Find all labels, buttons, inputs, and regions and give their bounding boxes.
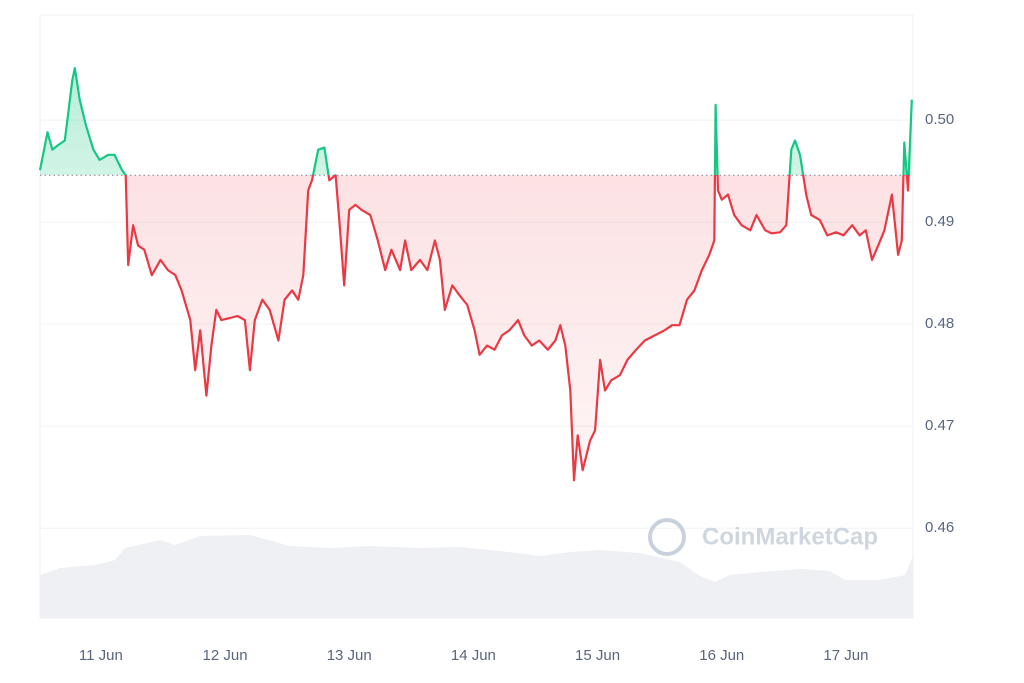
watermark: CoinMarketCap [648,518,878,556]
x-tick-label: 13 Jun [327,647,372,664]
y-tick-label: 0.49 [925,213,954,230]
price-line [38,67,913,482]
watermark-logo [648,518,686,556]
x-tick-label: 11 Jun [79,647,123,664]
y-tick-label: 0.50 [925,111,954,128]
x-tick-label: 15 Jun [575,647,620,664]
watermark-text: CoinMarketCap [702,523,878,550]
y-tick-label: 0.46 [925,519,954,536]
y-tick-label: 0.47 [925,417,954,434]
x-tick-label: 17 Jun [823,647,868,664]
x-tick-label: 14 Jun [451,647,496,664]
x-tick-label: 16 Jun [699,647,744,664]
price-area [40,68,912,481]
y-tick-label: 0.48 [925,315,954,332]
volume-area [40,535,913,618]
x-tick-label: 12 Jun [203,647,248,664]
